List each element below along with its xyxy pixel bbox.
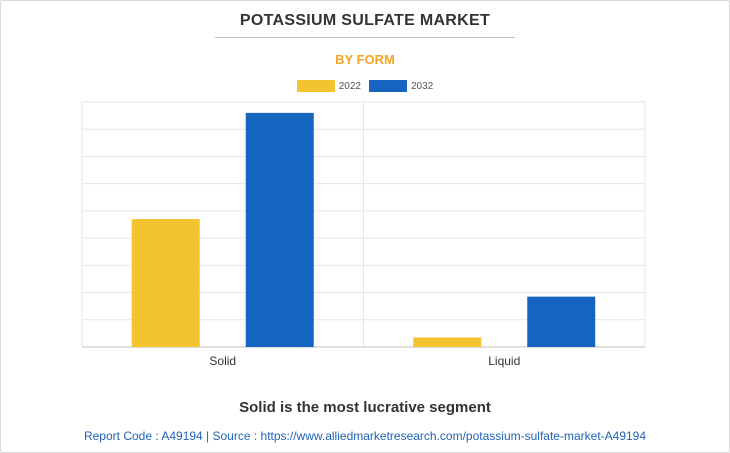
bar-liquid-2032 [527,296,596,347]
chart-legend: 2022 2032 [0,80,730,92]
bar-solid-2032 [245,112,314,347]
x-tick-label: Liquid [488,354,520,368]
legend-swatch-2022 [296,80,335,92]
chart-title: POTASSIUM SULFATE MARKET [239,12,491,29]
x-tick-label: Solid [209,354,236,368]
legend-swatch-2032 [369,80,407,92]
legend-item-2032: 2032 [369,80,433,92]
bar-solid-2022 [131,219,200,347]
chart-caption: Solid is the most lucrative segment [239,399,491,416]
title-divider [215,37,515,38]
bar-liquid-2022 [413,337,482,347]
source-footer: Report Code : A49194 | Source : https://… [83,429,647,443]
legend-item-2022: 2022 [296,80,361,92]
chart-subtitle: BY FORM [335,52,395,67]
legend-label-2032: 2032 [411,80,434,92]
legend-label-2022: 2022 [338,80,361,92]
